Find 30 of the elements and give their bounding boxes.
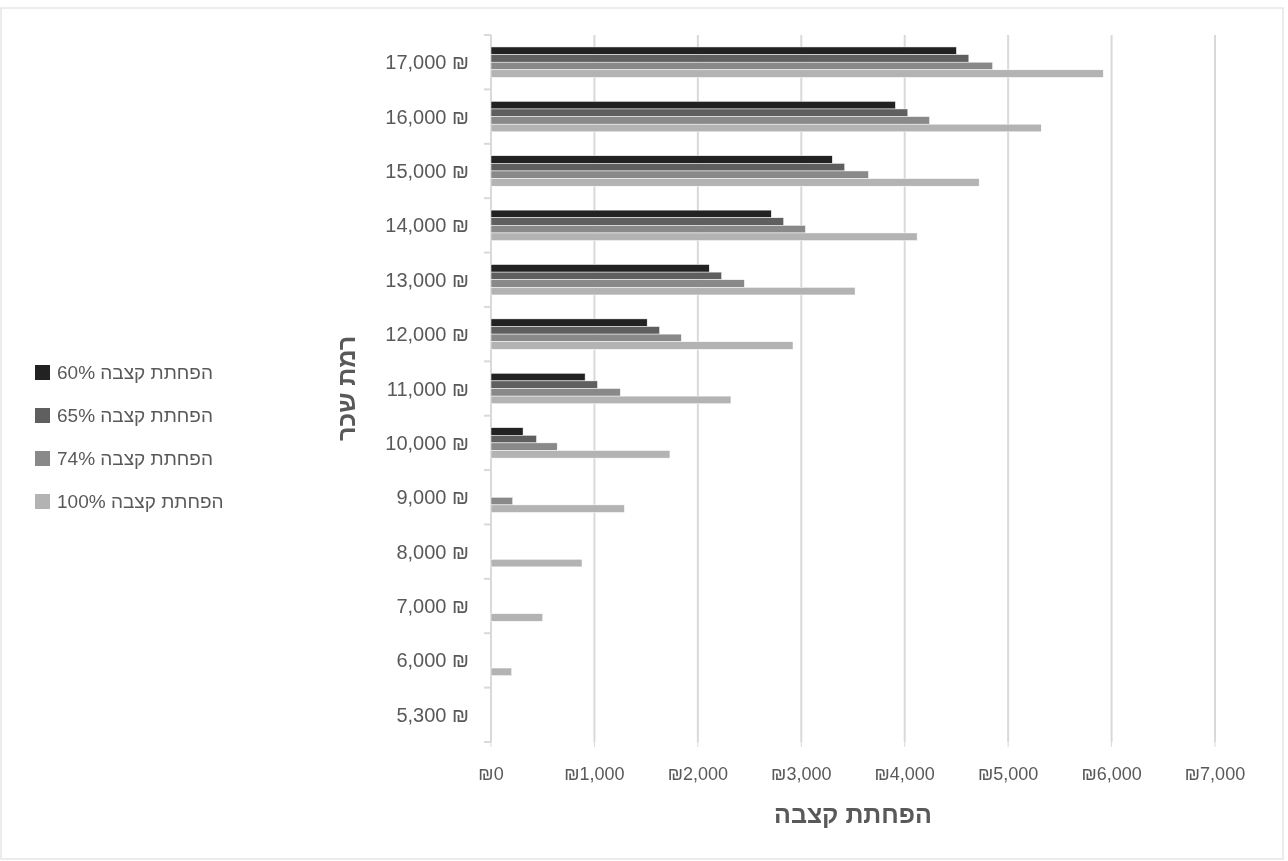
y-tick-label: 12,000 ₪ bbox=[385, 323, 469, 346]
y-tick-label: 6,000 ₪ bbox=[396, 649, 469, 672]
y-tick-label: 5,300 ₪ bbox=[396, 703, 469, 726]
y-tick-label: 8,000 ₪ bbox=[396, 540, 469, 563]
x-tick-label: ₪3,000 bbox=[771, 764, 832, 784]
y-tick-label: 9,000 ₪ bbox=[396, 486, 469, 509]
y-tick-label: 17,000 ₪ bbox=[385, 51, 469, 74]
x-tick-label: ₪7,000 bbox=[1184, 764, 1246, 784]
y-tick-label: 7,000 ₪ bbox=[396, 595, 469, 618]
x-tick-label: ₪2,000 bbox=[667, 764, 729, 784]
y-tick-label: 16,000 ₪ bbox=[385, 105, 469, 128]
x-tick-label: ₪4,000 bbox=[874, 764, 935, 784]
x-tick-label: ₪5,000 bbox=[977, 764, 1039, 784]
legend-label: הפחתת קצבה 65% bbox=[57, 405, 213, 426]
y-axis-title: רמת שכר bbox=[332, 335, 360, 442]
legend-label: הפחתת קצבה 74% bbox=[57, 448, 213, 469]
x-tick-label: ₪1,000 bbox=[564, 764, 625, 784]
x-axis-title: הפחתת קצבה bbox=[774, 800, 932, 828]
bar bbox=[490, 667, 512, 676]
legend-label: הפחתת קצבה 100% bbox=[57, 491, 224, 512]
bar bbox=[490, 613, 543, 622]
y-tick-label: 15,000 ₪ bbox=[385, 159, 469, 182]
y-tick-label: 11,000 ₪ bbox=[386, 377, 469, 400]
legend-label: הפחתת קצבה 60% bbox=[57, 362, 213, 383]
y-tick-label: 14,000 ₪ bbox=[385, 214, 469, 237]
y-tick-label: 13,000 ₪ bbox=[385, 268, 469, 291]
x-tick-label: ₪6,000 bbox=[1081, 764, 1142, 784]
bar bbox=[490, 559, 583, 568]
x-tick-label: ₪0 bbox=[478, 764, 504, 784]
y-tick-label: 10,000 ₪ bbox=[385, 431, 469, 454]
